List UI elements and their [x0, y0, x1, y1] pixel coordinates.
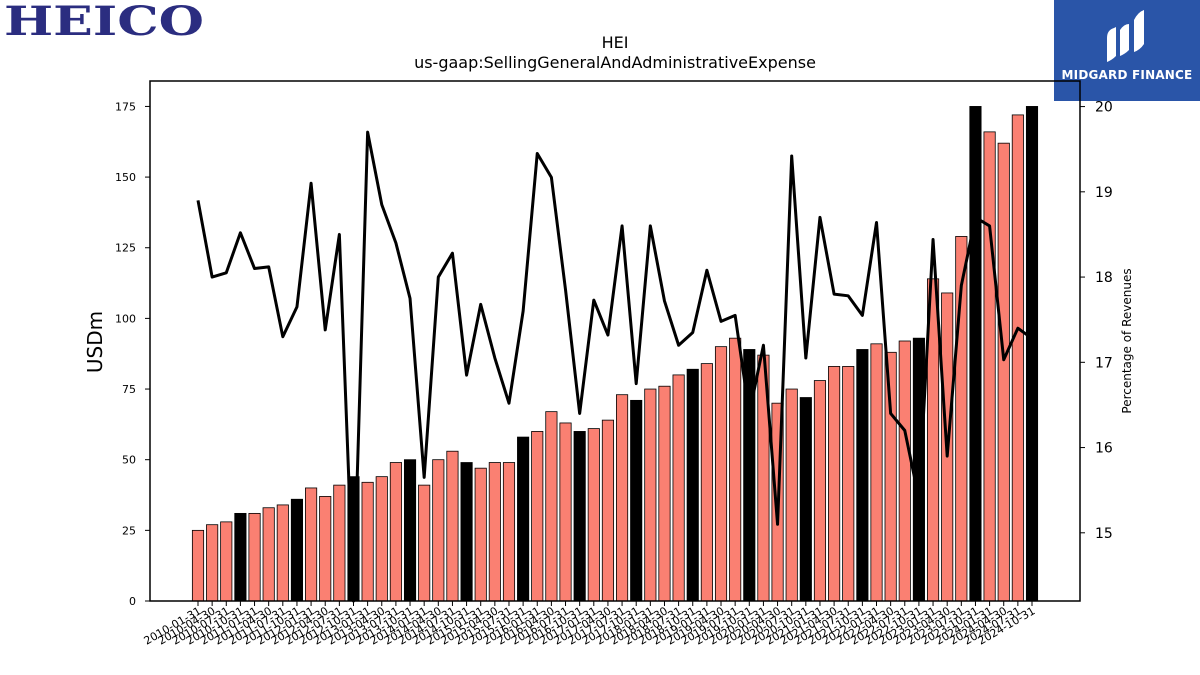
y2-tick-label: 18 — [1095, 270, 1113, 286]
y-tick-label: 25 — [122, 524, 136, 537]
y2-tick-label: 20 — [1095, 100, 1113, 116]
bar-2010-04-30 — [206, 524, 219, 602]
bar-2016-04-30 — [545, 411, 558, 602]
bar-2013-01-31 — [361, 481, 374, 602]
plot-frame — [149, 80, 1081, 602]
bar-2014-04-30 — [432, 459, 445, 602]
bar-2013-10-31 — [403, 459, 417, 602]
bar-2024-01-31 — [983, 131, 996, 602]
y2-axis-label: Percentage of Revenues — [1120, 268, 1134, 413]
bar-2010-10-31 — [234, 512, 247, 602]
heico-logo: HEICO — [4, 2, 204, 42]
bar-2011-04-30 — [262, 507, 275, 602]
bar-2012-01-31 — [305, 487, 318, 602]
bar-2014-01-31 — [418, 484, 431, 602]
bar-2012-04-30 — [319, 496, 332, 602]
bar-2021-07-31 — [842, 366, 855, 602]
y-tick-label: 50 — [122, 454, 136, 467]
bar-2019-04-30 — [714, 346, 728, 602]
bar-2024-10-31 — [1025, 106, 1039, 602]
bar-2018-01-31 — [644, 388, 657, 602]
bar-2018-07-31 — [672, 374, 685, 602]
bar-2017-07-31 — [616, 394, 629, 602]
bar-2018-04-30 — [658, 385, 671, 602]
midgard-finance-text: MIDGARD FINANCE — [1061, 68, 1193, 82]
bar-2013-07-31 — [389, 462, 402, 602]
x-axis-ticks: 2010-01-312010-04-302010-07-312010-10-31… — [142, 601, 1038, 648]
bar-2017-10-31 — [630, 399, 643, 602]
bar-2022-04-30 — [884, 351, 897, 602]
chart-axes — [149, 80, 1081, 602]
bar-2011-01-31 — [248, 512, 261, 602]
bar-2022-01-31 — [870, 343, 883, 602]
y-tick-label: 150 — [115, 171, 136, 184]
bar-2021-04-30 — [828, 366, 841, 602]
bar-2020-07-31 — [785, 388, 798, 602]
bar-2015-10-31 — [517, 436, 530, 602]
y-axis-ticks: 0 25 50 75 100 125 150 175 — [115, 100, 150, 608]
y-tick-label: 75 — [122, 383, 136, 396]
bar-2010-01-31 — [191, 529, 205, 602]
y-tick-label: 125 — [115, 242, 136, 255]
y-axis-label: USDm — [83, 311, 107, 373]
bar-2014-07-31 — [446, 450, 459, 602]
y2-axis-ticks: 15 16 17 18 19 20 — [1080, 100, 1113, 542]
heico-logo-text: HEICO — [4, 2, 204, 42]
bar-2022-07-31 — [898, 340, 911, 602]
bar-2021-10-31 — [856, 349, 869, 602]
bar-2021-01-31 — [813, 380, 827, 602]
y-tick-label: 0 — [129, 595, 136, 608]
bar-2012-07-31 — [333, 484, 346, 602]
bar-2010-07-31 — [220, 521, 233, 602]
bar-2016-01-31 — [531, 431, 544, 602]
bar-2020-10-31 — [799, 397, 812, 602]
bar-2015-07-31 — [502, 462, 516, 602]
bar-2023-10-31 — [969, 106, 982, 602]
chart-title: HEI — [601, 33, 629, 52]
midgard-logo-icon — [1107, 10, 1144, 62]
bar-2018-10-31 — [686, 368, 699, 602]
bar-series — [191, 106, 1039, 602]
bar-2016-10-31 — [573, 431, 586, 602]
y2-tick-label: 17 — [1095, 355, 1113, 371]
percentage-line — [196, 130, 1033, 603]
bar-2019-01-31 — [700, 363, 713, 602]
bar-2015-01-31 — [474, 467, 487, 602]
bar-2016-07-31 — [559, 422, 572, 602]
y2-tick-label: 15 — [1095, 526, 1113, 542]
bar-2022-10-31 — [912, 337, 925, 602]
bar-2024-04-30 — [997, 142, 1010, 602]
midgard-finance-badge: MIDGARD FINANCE — [1054, 0, 1200, 101]
y2-tick-label: 19 — [1095, 185, 1113, 201]
bar-2011-07-31 — [276, 504, 289, 602]
bar-2024-07-31 — [1011, 114, 1024, 602]
bar-2011-10-31 — [290, 498, 304, 602]
chart-subtitle: us-gaap:SellingGeneralAndAdministrativeE… — [414, 53, 816, 72]
y-tick-label: 175 — [115, 100, 136, 113]
y-tick-label: 100 — [115, 312, 136, 325]
bar-2013-04-30 — [375, 476, 388, 602]
bar-2019-07-31 — [729, 337, 742, 602]
bar-2015-04-30 — [488, 462, 501, 602]
bar-2017-04-30 — [601, 419, 614, 602]
bar-2017-01-31 — [587, 428, 600, 602]
y2-tick-label: 16 — [1095, 441, 1113, 457]
bar-2014-10-31 — [460, 462, 473, 602]
